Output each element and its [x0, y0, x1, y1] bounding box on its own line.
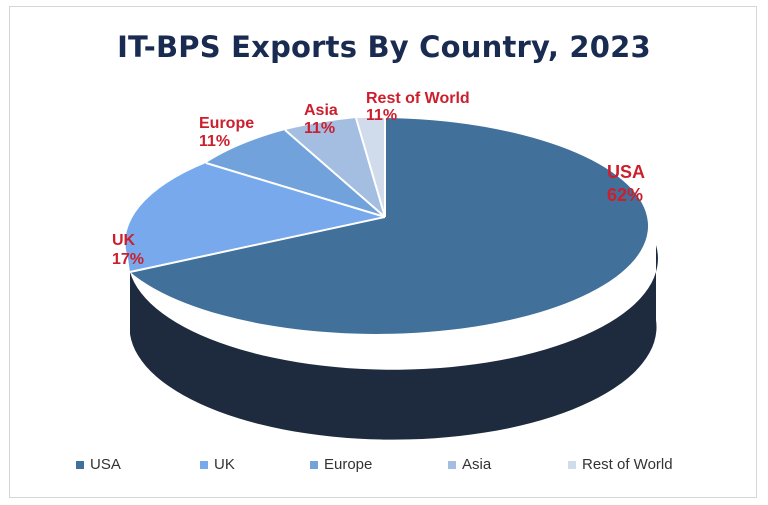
label-uk-name: UK: [112, 232, 136, 249]
legend-label-usa: USA: [90, 456, 121, 473]
pie-slice-asia: [285, 118, 385, 217]
pie-slice-uk: [125, 163, 386, 272]
label-usa-value: 62%: [607, 185, 643, 205]
legend-swatch-usa: [76, 460, 84, 469]
legend-item-rest-of-world: Rest of World: [568, 456, 673, 473]
legend-swatch-europe: [310, 460, 318, 469]
slice-separators: [129, 117, 386, 273]
legend-label-rest-of-world: Rest of World: [582, 456, 673, 473]
chart-title: IT-BPS Exports By Country, 2023: [117, 30, 651, 64]
legend-item-usa: USA: [76, 456, 121, 473]
legend-item-asia: Asia: [448, 456, 491, 473]
pie-side-usa: [130, 245, 658, 440]
legend-label-asia: Asia: [462, 456, 492, 473]
label-rest-of-world-name: Rest of World: [366, 90, 470, 107]
legend-item-europe: Europe: [310, 456, 372, 473]
legend-swatch-asia: [448, 460, 456, 469]
legend-swatch-rest-of-world: [568, 460, 576, 469]
legend-swatch-uk: [200, 460, 208, 469]
label-asia-value: 11%: [304, 120, 335, 137]
label-rest-of-world-value: 11%: [366, 107, 397, 124]
label-asia-name: Asia: [304, 102, 338, 119]
pie-slice-usa: [130, 118, 649, 334]
label-europe-value: 11%: [199, 133, 230, 150]
label-uk-value: 17%: [112, 251, 144, 268]
label-usa-name: USA: [607, 162, 645, 182]
legend-label-uk: UK: [214, 456, 235, 473]
data-labels: USA 62% UK 17% Europe 11% Asia 11% Rest …: [112, 90, 645, 268]
legend-item-uk: UK: [200, 456, 235, 473]
legend-label-europe: Europe: [324, 456, 373, 473]
legend: USA UK Europe Asia Rest of World: [0, 456, 768, 476]
label-europe-name: Europe: [199, 115, 254, 132]
pie-slice-europe: [206, 130, 385, 217]
